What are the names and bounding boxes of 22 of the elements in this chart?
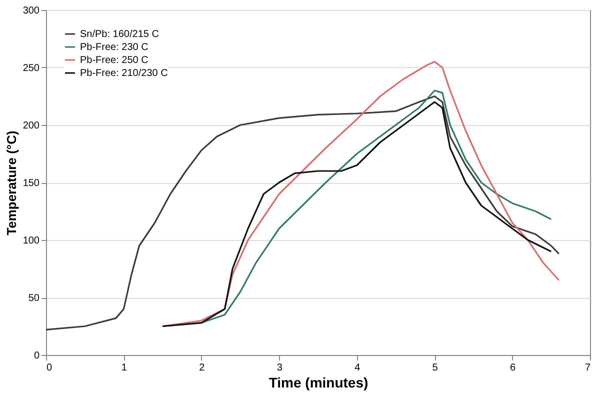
- legend-label: Pb-Free: 210/230 C: [80, 68, 168, 79]
- x-tick-label: 1: [121, 362, 128, 374]
- x-axis-title: Time (minutes): [268, 374, 368, 390]
- legend-label: Pb-Free: 230 C: [80, 42, 148, 53]
- y-tick-label: 300: [22, 6, 40, 16]
- legend-label: Sn/Pb: 160/215 C: [80, 29, 159, 40]
- y-axis-title: Temperature (°C): [4, 130, 19, 236]
- y-tick-label: 0: [34, 350, 40, 362]
- x-tick-label: 3: [276, 362, 283, 374]
- line-series: [45, 95, 560, 330]
- y-tick-label: 100: [22, 236, 40, 246]
- y-tick-label: 150: [22, 178, 40, 189]
- y-tick-label: 200: [22, 120, 40, 132]
- y-tick-label: 50: [28, 293, 40, 304]
- x-tick-label: 5: [432, 362, 438, 374]
- y-tick-label: 250: [22, 63, 40, 74]
- x-tick-label: 6: [510, 362, 516, 374]
- x-tick-label: 2: [199, 362, 206, 374]
- legend-label: Pb-Free: 250 C: [80, 55, 148, 66]
- x-tick-label: 0: [46, 362, 52, 374]
- x-tick-label: 4: [354, 362, 361, 374]
- x-tick-label: 7: [584, 362, 591, 374]
